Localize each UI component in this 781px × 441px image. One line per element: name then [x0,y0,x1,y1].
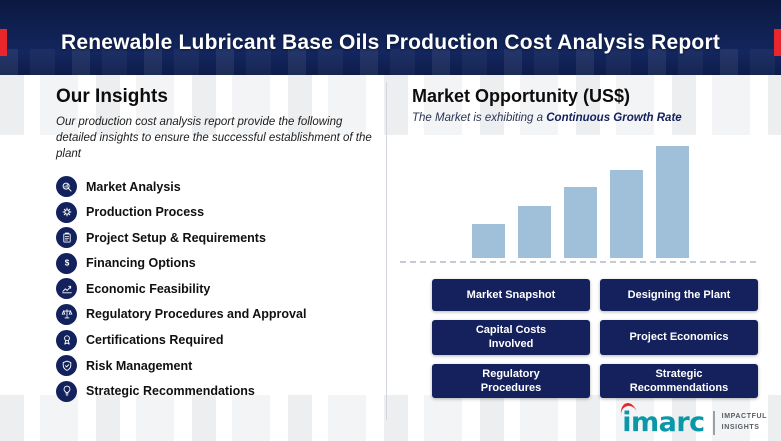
insight-item: Regulatory Procedures and Approval [56,303,307,325]
chart-bar [609,170,643,258]
insights-heading: Our Insights [56,86,168,107]
risk-management-icon [56,355,77,377]
production-process-icon [56,201,77,223]
insights-list: Market Analysis Production Process Proje… [56,176,306,402]
insight-item: Project Setup & Requirements [56,227,306,249]
logo-tagline: IMPACTFUL INSIGHTS [722,412,767,434]
insight-label: Market Analysis [86,179,181,194]
imarc-logo: imarc IMPACTFUL INSIGHTS [619,401,767,438]
market-snapshot-button[interactable]: Market Snapshot [432,279,590,311]
market-analysis-icon [56,176,77,197]
insight-label: Certifications Required [86,333,224,348]
logo-tagline-line2: INSIGHTS [721,423,760,431]
certifications-icon [56,329,77,351]
economic-feasibility-icon [56,278,77,300]
insights-description: Our production cost analysis report prov… [56,116,372,161]
financing-options-icon: $ [56,252,77,274]
logo-separator [712,410,715,435]
capital-costs-button[interactable]: Capital Costs Involved [432,320,590,355]
insight-label: Economic Feasibility [86,281,211,296]
market-heading: Market Opportunity (US$) [412,86,631,106]
panel-divider [386,82,387,420]
insight-item: Risk Management [56,355,306,377]
chart-baseline [400,261,756,263]
chart-bar [563,187,597,258]
market-subtitle-prefix: The Market is exhibiting a [412,112,547,124]
insight-label: Project Setup & Requirements [86,230,266,245]
chart-bar [517,206,551,258]
project-setup-icon [56,227,77,249]
strategic-recommendations-button[interactable]: Strategic Recommendations [600,363,758,399]
insight-item: Production Process [56,201,306,223]
insight-label: Strategic Recommendations [86,384,255,399]
insight-label: Production Process [86,205,205,220]
market-subtitle: The Market is exhibiting a Continuous Gr… [412,112,682,124]
insight-label: Risk Management [86,358,193,373]
svg-text:$: $ [64,259,69,268]
insight-item: Certifications Required [56,329,306,351]
strategic-recommendations-icon [56,380,77,402]
logo-mark: imarc [619,401,705,438]
report-title: Renewable Lubricant Base Oils Production… [60,31,721,54]
insight-item: Strategic Recommendations [56,380,306,402]
insight-item: Market Analysis [56,176,306,197]
regulatory-approval-icon [56,303,77,325]
chart-bar [471,224,505,258]
insight-label: Regulatory Procedures and Approval [86,307,307,322]
insight-label: Financing Options [86,256,196,271]
logo-tagline-line1: IMPACTFUL [721,412,767,420]
regulatory-procedures-button[interactable]: Regulatory Procedures [432,363,590,399]
chart-bar [655,146,689,258]
logo-text: imarc [622,407,705,438]
designing-plant-button[interactable]: Designing the Plant [600,279,758,311]
left-accent-bar [0,29,7,56]
insight-item: $ Financing Options [56,252,306,274]
right-accent-bar [774,29,781,56]
project-economics-button[interactable]: Project Economics [600,320,758,355]
market-subtitle-highlight: Continuous Growth Rate [546,112,682,124]
insight-item: Economic Feasibility [56,278,306,300]
header-band: Renewable Lubricant Base Oils Production… [0,0,781,75]
topic-buttons: Market Snapshot Designing the Plant Capi… [432,279,758,399]
bar-chart [415,132,745,258]
